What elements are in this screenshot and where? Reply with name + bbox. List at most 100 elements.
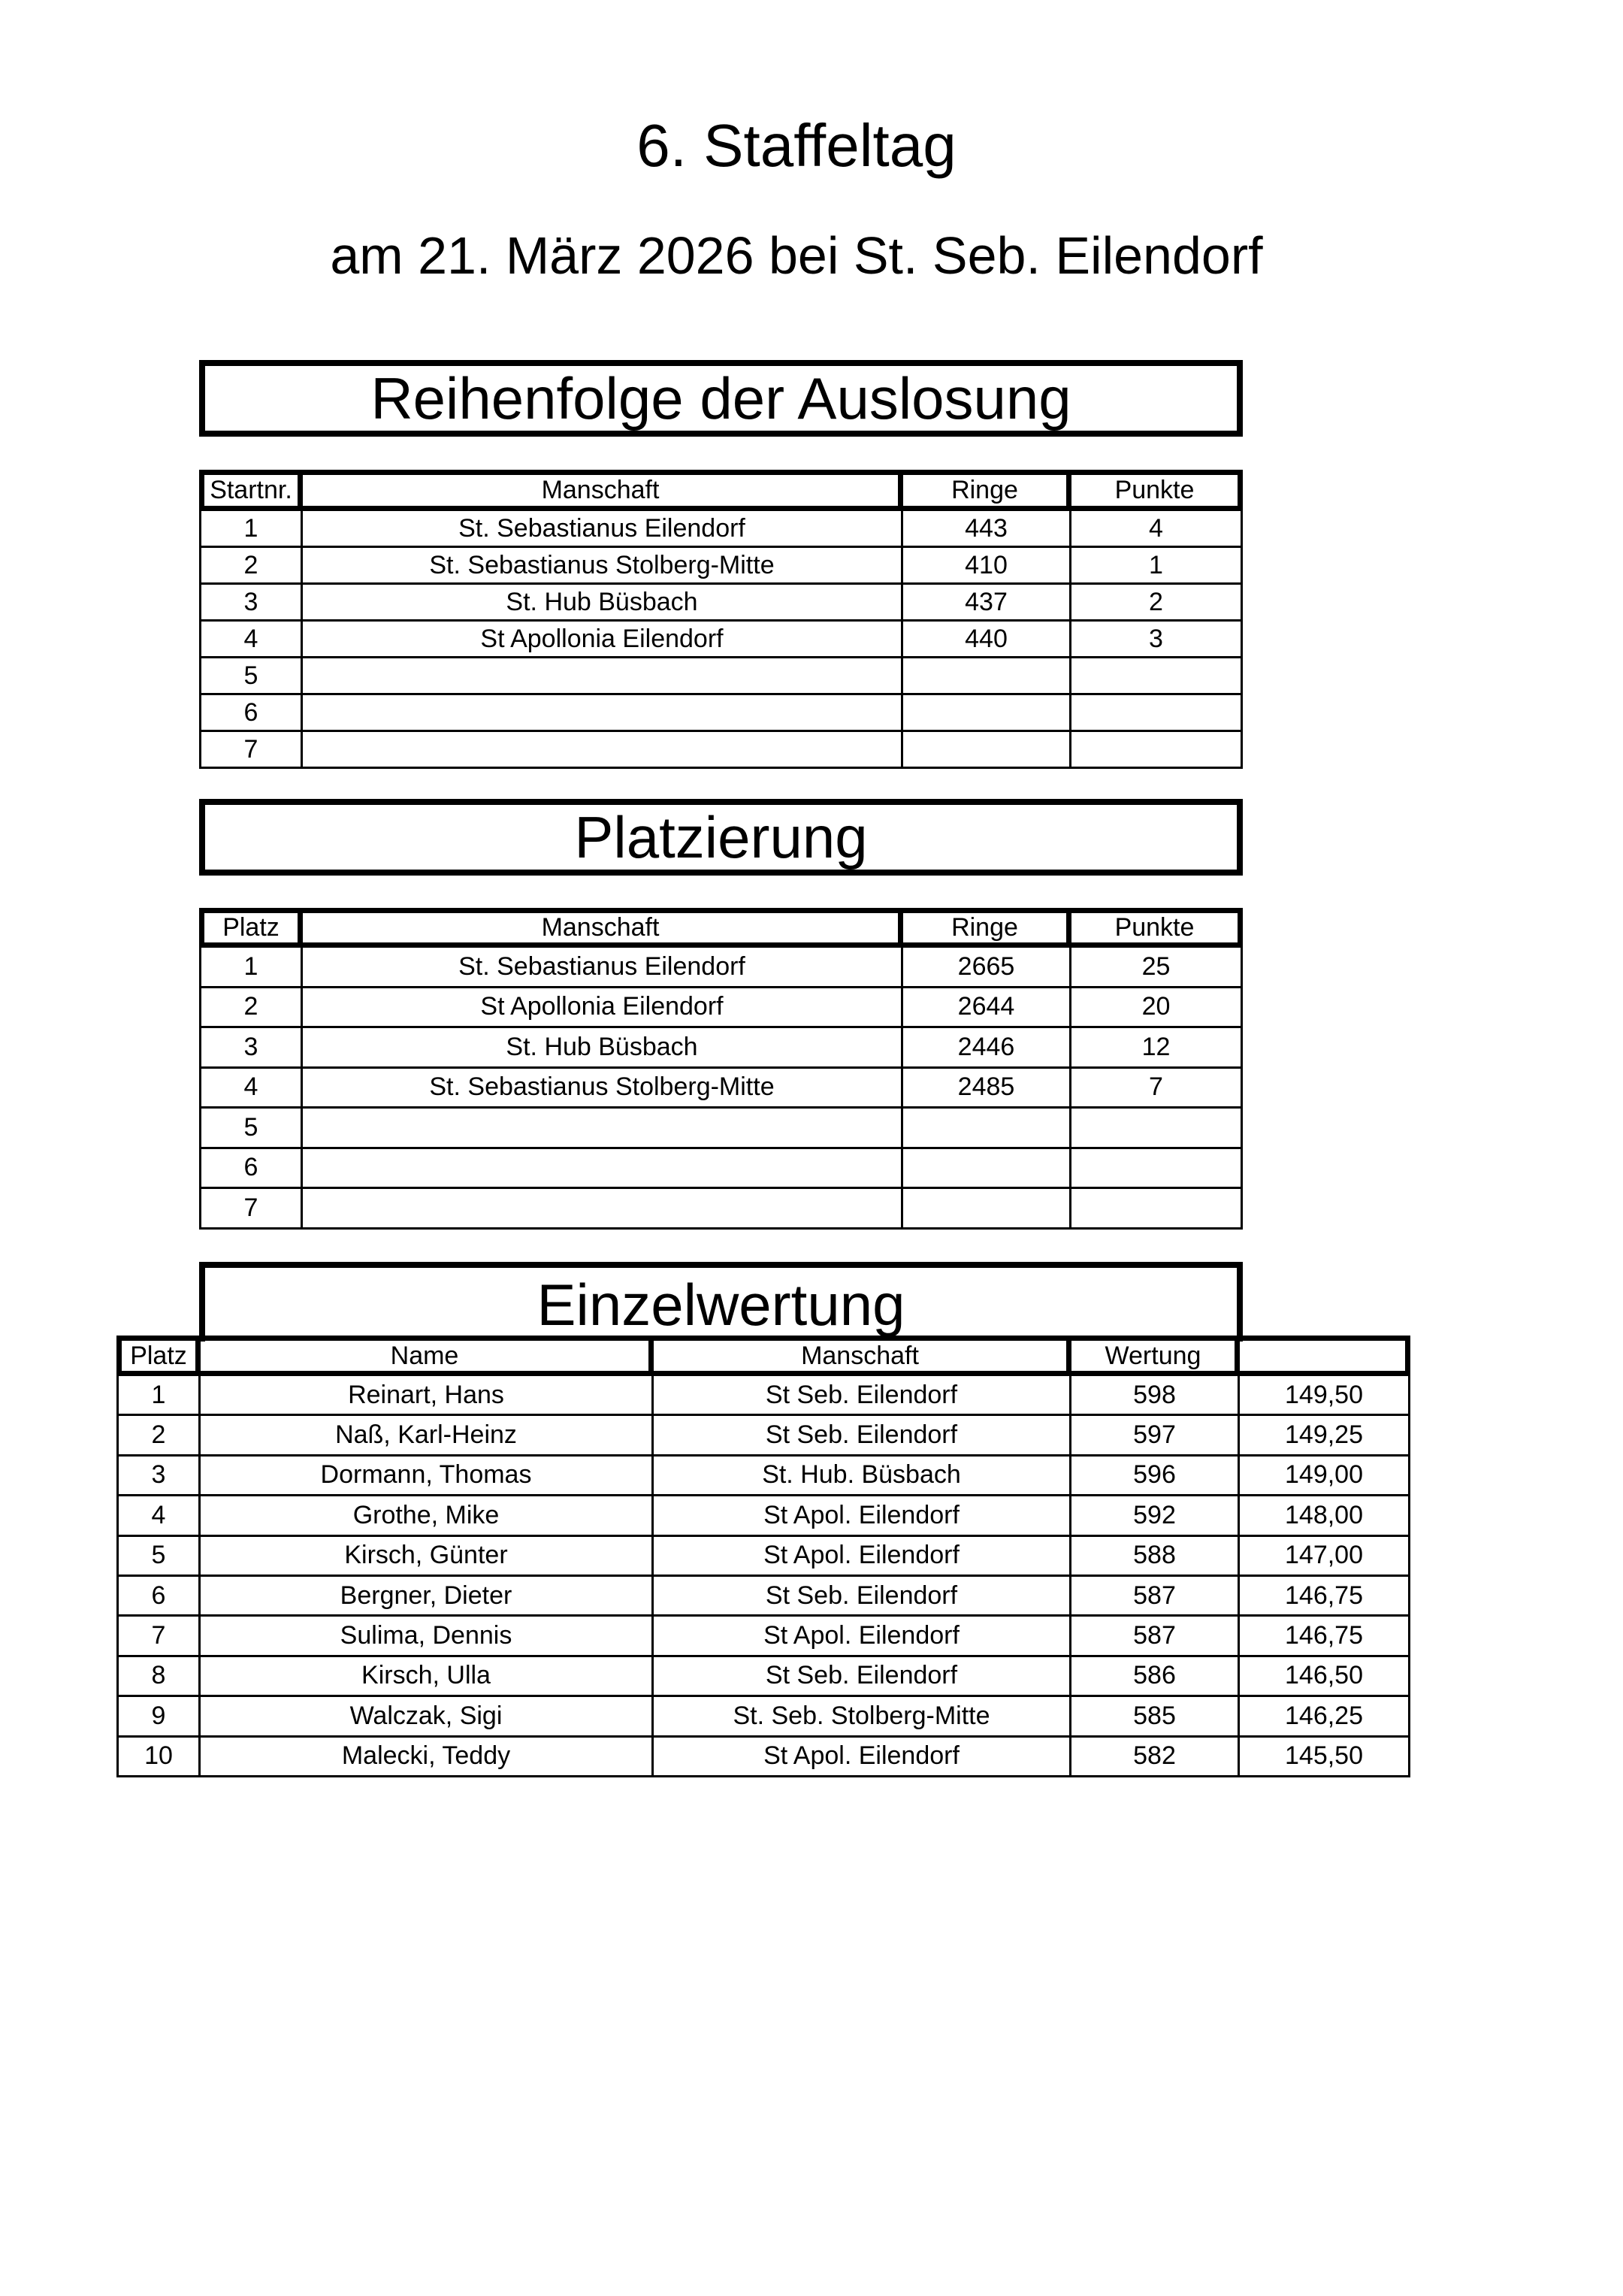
table-cell: 587 — [1071, 1617, 1240, 1657]
table-cell — [903, 1109, 1071, 1149]
table-cell: 7 — [199, 1189, 303, 1230]
table-cell: 148,00 — [1240, 1496, 1410, 1537]
table-cell: St Seb. Eilendorf — [654, 1416, 1071, 1457]
table-row: 6 Bergner, Dieter St Seb. Eilendorf 587 146,… — [116, 1577, 1410, 1617]
table-cell: 20 — [1071, 988, 1243, 1028]
table-cell: Naß, Karl-Heinz — [201, 1416, 654, 1457]
table-cell: 1 — [1071, 548, 1243, 585]
table-cell: 592 — [1071, 1496, 1240, 1537]
table-cell: 146,75 — [1240, 1577, 1410, 1617]
table-cell — [903, 1148, 1071, 1189]
table-cell: 7 — [116, 1617, 201, 1657]
table-cell: 585 — [1071, 1697, 1240, 1738]
table-row: 3 St. Hub Büsbach 2446 12 — [199, 1028, 1243, 1069]
table-cell: Malecki, Teddy — [201, 1737, 654, 1777]
column-header: Name — [201, 1336, 654, 1376]
table-cell: 598 — [1071, 1376, 1240, 1417]
table-cell: 8 — [116, 1656, 201, 1698]
table-cell: 4 — [199, 1068, 303, 1109]
table-cell: St. Seb. Stolberg-Mitte — [654, 1697, 1071, 1738]
column-header: Punkte — [1071, 470, 1243, 511]
table-cell: 146,50 — [1240, 1656, 1410, 1698]
table-row: 10 Malecki, Teddy St Apol. Eilendorf 582 145… — [116, 1737, 1410, 1777]
auslosung-heading: Reihenfolge der Auslosung — [199, 360, 1243, 437]
page-subtitle: am 21. März 2026 bei St. Seb. Eilendorf — [330, 226, 1263, 285]
table-cell: 7 — [1071, 1068, 1243, 1109]
table-row: 4 Grothe, Mike St Apol. Eilendorf 592 148,00 — [116, 1496, 1410, 1537]
table-cell: Kirsch, Ulla — [201, 1656, 654, 1698]
table-cell: 2 — [199, 548, 303, 585]
table-cell: 2644 — [903, 988, 1071, 1028]
table-cell: 146,75 — [1240, 1617, 1410, 1657]
table-row: 1 St. Sebastianus Eilendorf 443 4 — [199, 511, 1243, 548]
table-cell: Kirsch, Günter — [201, 1536, 654, 1577]
table-cell — [303, 1189, 903, 1230]
table-cell: St Seb. Eilendorf — [654, 1656, 1071, 1698]
table-cell: 3 — [199, 585, 303, 622]
table-cell: Grothe, Mike — [201, 1496, 654, 1537]
table-cell: 12 — [1071, 1028, 1243, 1069]
table-cell: 25 — [1071, 948, 1243, 988]
table-cell: 5 — [199, 1109, 303, 1149]
table-cell: 2 — [1071, 585, 1243, 622]
table-row: 1 Reinart, Hans St Seb. Eilendorf 598 149,50 — [116, 1376, 1410, 1417]
table-row: 2 St Apollonia Eilendorf 2644 20 — [199, 988, 1243, 1028]
table-row: 6 — [199, 1148, 1243, 1189]
table-cell: 2 — [199, 988, 303, 1028]
table-cell: 440 — [903, 622, 1071, 658]
einzelwertung-heading: Einzelwertung — [199, 1262, 1243, 1342]
table-row: 4 St. Sebastianus Stolberg-Mitte 2485 7 — [199, 1068, 1243, 1109]
table-cell: 4 — [199, 622, 303, 658]
table-cell: Bergner, Dieter — [201, 1577, 654, 1617]
table-cell: 149,50 — [1240, 1376, 1410, 1417]
table-row: 2 St. Sebastianus Stolberg-Mitte 410 1 — [199, 548, 1243, 585]
table-row: 5 — [199, 1109, 1243, 1149]
table-cell: Walczak, Sigi — [201, 1697, 654, 1738]
table-row: 6 — [199, 695, 1243, 732]
column-header: Punkte — [1071, 908, 1243, 948]
table-cell — [1071, 658, 1243, 695]
table-row: 9 Walczak, Sigi St. Seb. Stolberg-Mitte 585… — [116, 1697, 1410, 1738]
table-cell: St. Hub Büsbach — [303, 1028, 903, 1069]
table-row: 7 — [199, 1189, 1243, 1230]
table-cell: St Apol. Eilendorf — [654, 1536, 1071, 1577]
table-header-row: Platz Manschaft Ringe Punkte — [199, 908, 1243, 948]
table-cell: 587 — [1071, 1577, 1240, 1617]
table-cell: 147,00 — [1240, 1536, 1410, 1577]
table-row: 5 Kirsch, Günter St Apol. Eilendorf 588 147,… — [116, 1536, 1410, 1577]
table-cell: 145,50 — [1240, 1737, 1410, 1777]
table-cell: St Apol. Eilendorf — [654, 1617, 1071, 1657]
table-cell: St. Sebastianus Eilendorf — [303, 511, 903, 548]
einzelwertung-table: Platz Name Manschaft Wertung 1 Reinart, Hans S… — [116, 1336, 1410, 1777]
table-cell: 582 — [1071, 1737, 1240, 1777]
table-cell: 3 — [199, 1028, 303, 1069]
platzierung-table: Platz Manschaft Ringe Punkte 1 St. Sebastianu… — [199, 908, 1243, 1230]
column-header: Manschaft — [654, 1336, 1071, 1376]
table-cell: 1 — [116, 1376, 201, 1417]
table-cell: 10 — [116, 1737, 201, 1777]
table-cell — [1071, 732, 1243, 769]
column-header: Manschaft — [303, 470, 903, 511]
table-cell: St Seb. Eilendorf — [654, 1577, 1071, 1617]
column-header — [1240, 1336, 1410, 1376]
table-cell — [903, 658, 1071, 695]
table-cell — [1071, 1189, 1243, 1230]
table-row: 3 St. Hub Büsbach 437 2 — [199, 585, 1243, 622]
table-cell: 2 — [116, 1416, 201, 1457]
table-cell: 146,25 — [1240, 1697, 1410, 1738]
column-header: Wertung — [1071, 1336, 1240, 1376]
table-cell: 6 — [199, 695, 303, 732]
table-cell — [303, 695, 903, 732]
table-cell: 7 — [199, 732, 303, 769]
table-cell: St. Sebastianus Stolberg-Mitte — [303, 1068, 903, 1109]
table-cell — [303, 1109, 903, 1149]
table-cell: 1 — [199, 511, 303, 548]
table-cell — [303, 1148, 903, 1189]
table-cell: St Apollonia Eilendorf — [303, 622, 903, 658]
table-cell: 437 — [903, 585, 1071, 622]
column-header: Startnr. — [199, 470, 303, 511]
table-cell: 5 — [199, 658, 303, 695]
table-cell: 2485 — [903, 1068, 1071, 1109]
column-header: Platz — [116, 1336, 201, 1376]
table-cell: St. Hub Büsbach — [303, 585, 903, 622]
